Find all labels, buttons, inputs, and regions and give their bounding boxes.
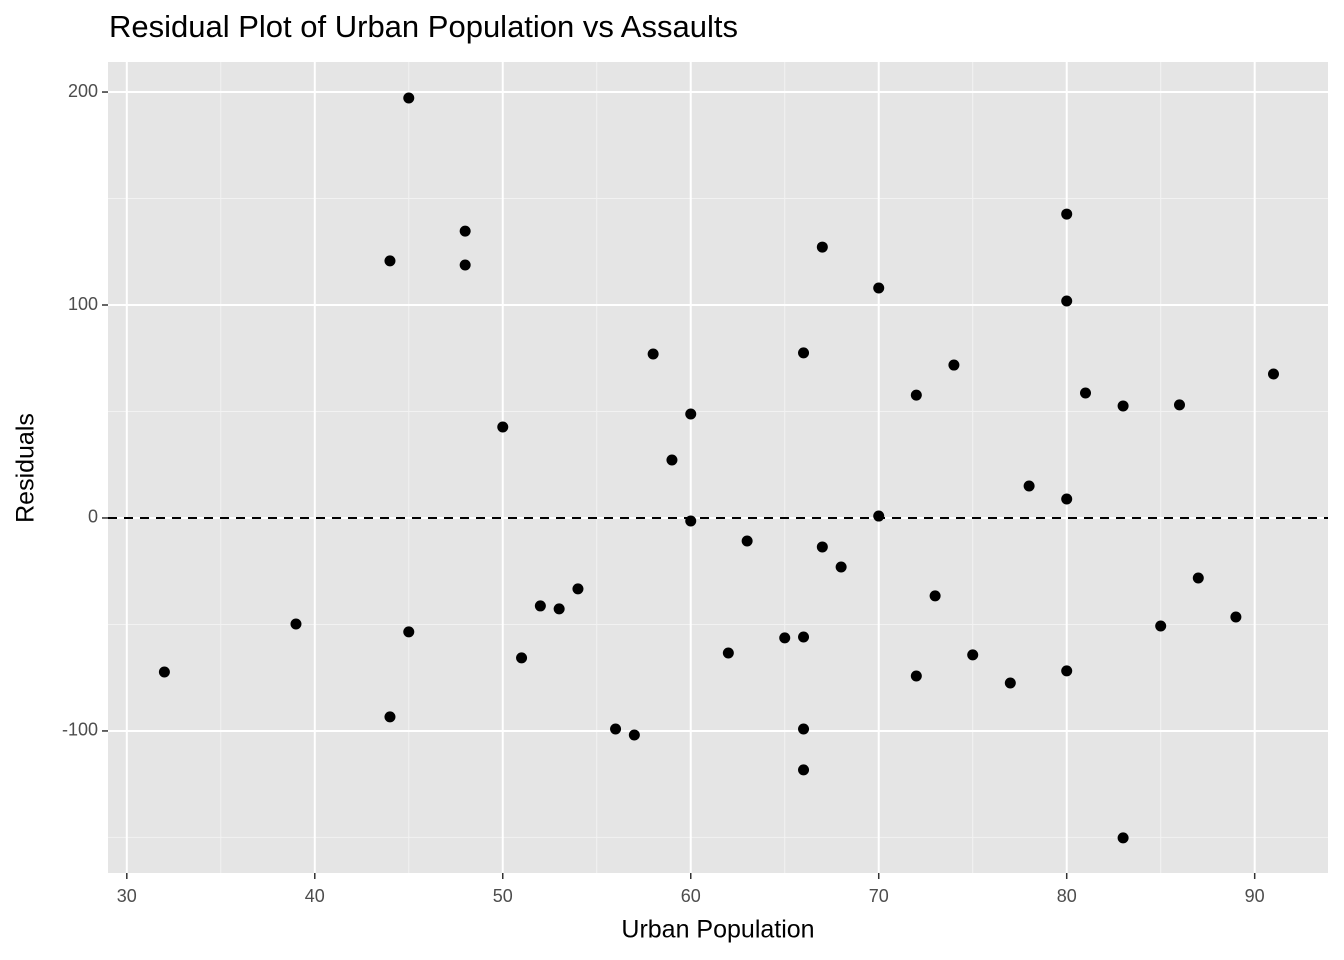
point	[1061, 665, 1073, 677]
point	[798, 764, 810, 776]
point	[516, 652, 528, 664]
point	[1117, 832, 1129, 844]
point	[685, 515, 697, 527]
point	[779, 632, 791, 644]
point	[722, 647, 734, 659]
chart-title: Residual Plot of Urban Population vs Ass…	[109, 9, 738, 44]
point	[929, 590, 941, 602]
point	[290, 618, 302, 630]
point	[553, 603, 565, 615]
point	[910, 670, 922, 682]
y-tick-label: 100	[68, 294, 98, 314]
point	[835, 561, 847, 573]
point	[384, 711, 396, 723]
point	[1061, 493, 1073, 505]
point	[948, 359, 960, 371]
point	[158, 666, 170, 678]
point	[572, 583, 584, 595]
point	[497, 421, 509, 433]
point	[873, 510, 885, 522]
point	[1023, 480, 1035, 492]
x-tick-label: 70	[869, 886, 889, 906]
x-tick-label: 50	[493, 886, 513, 906]
x-tick-label: 40	[305, 886, 325, 906]
point	[628, 729, 640, 741]
point	[1192, 572, 1204, 584]
x-tick-label: 30	[117, 886, 137, 906]
y-tick-label: 0	[88, 507, 98, 527]
point	[967, 649, 979, 661]
y-axis-label: Residuals	[12, 413, 40, 523]
point	[1267, 368, 1279, 380]
point	[1004, 677, 1016, 689]
panel	[108, 62, 1328, 873]
point	[798, 723, 810, 735]
x-tick-label: 80	[1057, 886, 1077, 906]
point	[798, 347, 810, 359]
point	[534, 600, 546, 612]
point	[1155, 620, 1167, 632]
point	[798, 631, 810, 643]
point	[1061, 295, 1073, 307]
point	[816, 541, 828, 553]
x-tick-label: 60	[681, 886, 701, 906]
point	[685, 408, 697, 420]
y-tick-label: 200	[68, 81, 98, 101]
point	[384, 255, 396, 267]
point	[816, 241, 828, 253]
point	[741, 535, 753, 547]
point	[910, 389, 922, 401]
point	[1117, 400, 1129, 412]
point	[459, 259, 471, 271]
point	[1173, 399, 1185, 411]
point	[666, 454, 678, 466]
point	[873, 282, 885, 294]
point	[403, 92, 415, 104]
point	[403, 626, 415, 638]
point	[610, 723, 622, 735]
point	[459, 225, 471, 237]
point	[1061, 208, 1073, 220]
point	[1080, 387, 1092, 399]
x-tick-label: 90	[1245, 886, 1265, 906]
x-axis-label: Urban Population	[621, 916, 814, 944]
point	[647, 348, 659, 360]
point	[1230, 611, 1242, 623]
y-tick-label: -100	[62, 720, 98, 740]
